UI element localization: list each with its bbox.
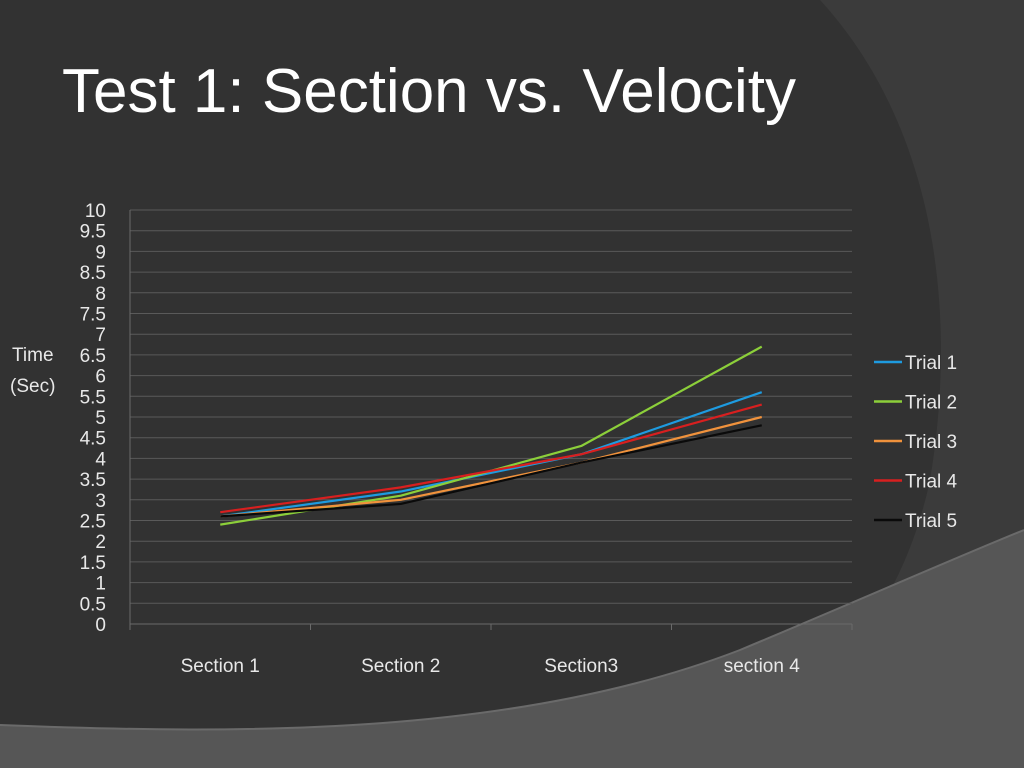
x-tick-label: Section 2 — [361, 656, 440, 677]
series-line-trial-2 — [220, 345, 763, 526]
legend-label-trial-3: Trial 3 — [905, 432, 957, 453]
slide-title: Test 1: Section vs. Velocity — [62, 57, 797, 126]
y-tick-label: 7 — [95, 325, 106, 346]
series-line-trial-5 — [220, 424, 762, 518]
background-swoosh-edge — [0, 529, 1024, 731]
y-tick-label: 3.5 — [80, 470, 106, 491]
background-swoosh — [0, 530, 1024, 768]
y-tick-label: 0.5 — [80, 594, 106, 615]
y-tick-label: 2.5 — [80, 512, 106, 533]
y-tick-label: 1.5 — [80, 553, 106, 574]
y-axis-label-line2: (Sec) — [10, 376, 55, 397]
y-tick-label: 1 — [95, 574, 106, 595]
y-tick-label: 0 — [95, 615, 106, 636]
series-line-trial-3 — [220, 415, 763, 518]
y-tick-label: 2 — [95, 532, 106, 553]
y-tick-label: 3 — [95, 491, 106, 512]
legend-label-trial-2: Trial 2 — [905, 393, 957, 414]
chart-gridlines — [130, 209, 852, 604]
series-line-trial-4 — [220, 403, 763, 514]
y-tick-label: 4.5 — [80, 429, 106, 450]
y-tick-label: 8.5 — [80, 263, 106, 284]
x-tick-label: section 4 — [724, 656, 800, 677]
legend-label-trial-4: Trial 4 — [905, 472, 958, 493]
x-axis-tick-labels: Section 1 Section 2 Section3 section 4 — [181, 656, 801, 677]
series-line-trial-1 — [220, 391, 763, 518]
y-tick-label: 4 — [95, 449, 106, 470]
background-panel — [0, 0, 941, 730]
y-tick-label: 6 — [95, 367, 106, 388]
y-axis-tick-labels: 00.511.522.533.544.555.566.577.588.599.5… — [80, 201, 107, 636]
y-tick-label: 7.5 — [80, 305, 106, 326]
y-tick-label: 6.5 — [80, 346, 106, 367]
chart-legend: Trial 1 Trial 2 Trial 3 Trial 4 Trial 5 — [874, 353, 958, 532]
y-tick-label: 10 — [85, 201, 106, 222]
y-tick-label: 9 — [95, 242, 106, 263]
y-tick-label: 5.5 — [80, 387, 106, 408]
legend-label-trial-1: Trial 1 — [905, 353, 957, 374]
chart-axes — [129, 210, 853, 630]
y-tick-label: 5 — [95, 408, 106, 429]
legend-label-trial-5: Trial 5 — [905, 511, 957, 532]
y-tick-label: 9.5 — [80, 222, 106, 243]
y-tick-label: 8 — [95, 284, 106, 305]
x-tick-label: Section 1 — [181, 656, 260, 677]
y-axis-label-line1: Time — [12, 345, 54, 366]
x-tick-label: Section3 — [544, 656, 618, 677]
chart-series — [220, 345, 763, 526]
